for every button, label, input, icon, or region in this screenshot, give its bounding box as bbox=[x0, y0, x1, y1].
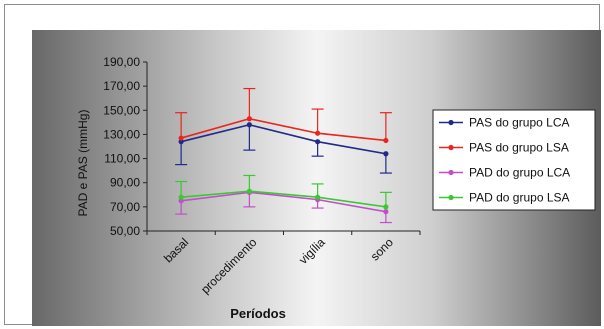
legend-label: PAD do grupo LCA bbox=[469, 166, 570, 180]
data-point bbox=[383, 151, 389, 157]
y-tick-label: 130,00 bbox=[103, 127, 140, 141]
y-tick-label: 50,00 bbox=[110, 224, 140, 238]
legend-swatch-marker bbox=[448, 144, 454, 151]
data-point bbox=[178, 139, 184, 145]
y-tick-label: 90,00 bbox=[110, 176, 140, 190]
data-point bbox=[383, 209, 389, 215]
data-point bbox=[315, 130, 321, 136]
data-point bbox=[246, 188, 252, 194]
data-point bbox=[383, 137, 389, 144]
legend-label: PAD do grupo LSA bbox=[469, 191, 570, 205]
y-tick-label: 190,00 bbox=[103, 55, 140, 69]
legend-label: PAS do grupo LCA bbox=[469, 116, 570, 130]
y-tick-label: 150,00 bbox=[103, 103, 140, 117]
legend-box bbox=[432, 109, 596, 211]
y-tick-label: 170,00 bbox=[103, 79, 140, 93]
legend-swatch-marker bbox=[448, 169, 454, 176]
series-line bbox=[181, 190, 386, 208]
data-point bbox=[246, 116, 252, 122]
data-point bbox=[178, 198, 184, 204]
chart-frame: 50,00 70,00 90,00 110,00 130,00 150,00 170,00 1… bbox=[4, 4, 601, 326]
data-point bbox=[178, 194, 184, 200]
y-axis-title: PAD e PAS (mmHg) bbox=[76, 110, 90, 217]
legend-label: PAS do grupo LSA bbox=[469, 141, 569, 155]
data-point bbox=[383, 204, 389, 210]
data-point bbox=[315, 139, 321, 145]
series-group bbox=[175, 174, 392, 210]
chart: 50,00 70,00 90,00 110,00 130,00 150,00 170,00 1… bbox=[32, 30, 601, 326]
data-point bbox=[246, 122, 252, 128]
y-tick-label: 70,00 bbox=[110, 200, 140, 214]
series-line bbox=[180, 123, 387, 155]
x-axis-title: Períodos bbox=[230, 306, 286, 321]
y-tick-label: 110,00 bbox=[104, 152, 140, 166]
legend-swatch-marker bbox=[448, 194, 454, 201]
series-line bbox=[181, 191, 387, 213]
data-point bbox=[315, 194, 321, 200]
legend-swatch-marker bbox=[448, 119, 454, 126]
series-group bbox=[175, 87, 392, 144]
data-point bbox=[178, 135, 184, 141]
series-group bbox=[175, 122, 392, 174]
series-line bbox=[180, 117, 386, 142]
